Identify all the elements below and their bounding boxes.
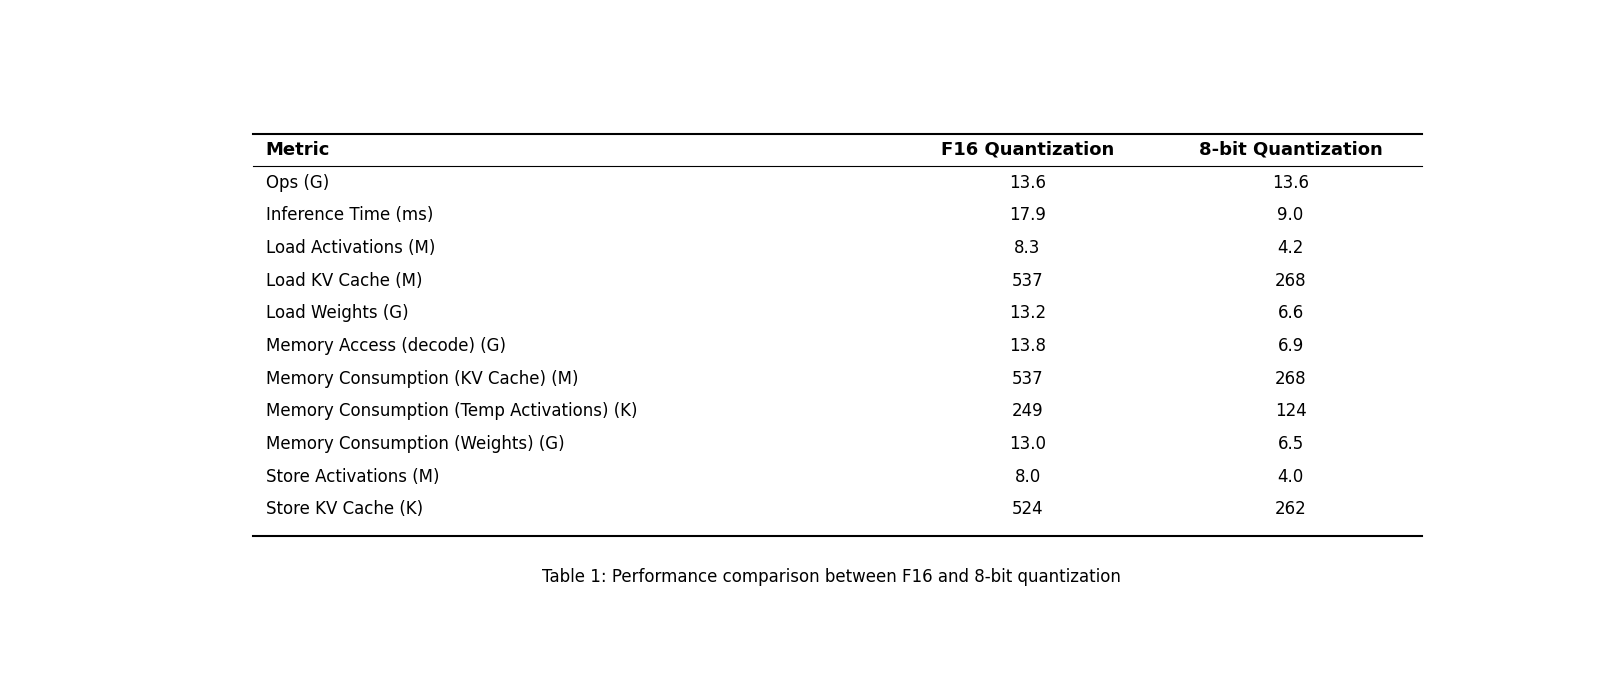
Text: 524: 524 xyxy=(1012,500,1043,519)
Text: 13.6: 13.6 xyxy=(1009,174,1046,192)
Text: 8.0: 8.0 xyxy=(1014,468,1041,485)
Text: Inference Time (ms): Inference Time (ms) xyxy=(266,206,433,224)
Text: Load Activations (M): Load Activations (M) xyxy=(266,239,435,257)
Text: 268: 268 xyxy=(1275,370,1306,388)
Text: F16 Quantization: F16 Quantization xyxy=(941,141,1114,159)
Text: 262: 262 xyxy=(1275,500,1306,519)
Text: Ops (G): Ops (G) xyxy=(266,174,329,192)
Text: 6.5: 6.5 xyxy=(1278,435,1304,453)
Text: 537: 537 xyxy=(1012,370,1043,388)
Text: Load Weights (G): Load Weights (G) xyxy=(266,304,409,322)
Text: 4.2: 4.2 xyxy=(1278,239,1304,257)
Text: Store KV Cache (K): Store KV Cache (K) xyxy=(266,500,423,519)
Text: 13.0: 13.0 xyxy=(1009,435,1046,453)
Text: Load KV Cache (M): Load KV Cache (M) xyxy=(266,272,422,290)
Text: 6.6: 6.6 xyxy=(1278,304,1304,322)
Text: Table 1: Performance comparison between F16 and 8-bit quantization: Table 1: Performance comparison between … xyxy=(542,568,1121,586)
Text: 13.8: 13.8 xyxy=(1009,337,1046,355)
Text: 8-bit Quantization: 8-bit Quantization xyxy=(1199,141,1382,159)
Text: 13.2: 13.2 xyxy=(1009,304,1046,322)
Text: 6.9: 6.9 xyxy=(1278,337,1304,355)
Text: Metric: Metric xyxy=(266,141,329,159)
Text: 124: 124 xyxy=(1275,402,1306,420)
Text: 268: 268 xyxy=(1275,272,1306,290)
Text: 17.9: 17.9 xyxy=(1009,206,1046,224)
Text: Memory Access (decode) (G): Memory Access (decode) (G) xyxy=(266,337,506,355)
Text: 4.0: 4.0 xyxy=(1278,468,1304,485)
Text: Store Activations (M): Store Activations (M) xyxy=(266,468,440,485)
Text: 8.3: 8.3 xyxy=(1014,239,1041,257)
Text: 537: 537 xyxy=(1012,272,1043,290)
Text: Memory Consumption (Weights) (G): Memory Consumption (Weights) (G) xyxy=(266,435,564,453)
Text: Memory Consumption (KV Cache) (M): Memory Consumption (KV Cache) (M) xyxy=(266,370,577,388)
Text: 13.6: 13.6 xyxy=(1272,174,1309,192)
Text: Memory Consumption (Temp Activations) (K): Memory Consumption (Temp Activations) (K… xyxy=(266,402,637,420)
Text: 9.0: 9.0 xyxy=(1278,206,1304,224)
Text: 249: 249 xyxy=(1012,402,1043,420)
